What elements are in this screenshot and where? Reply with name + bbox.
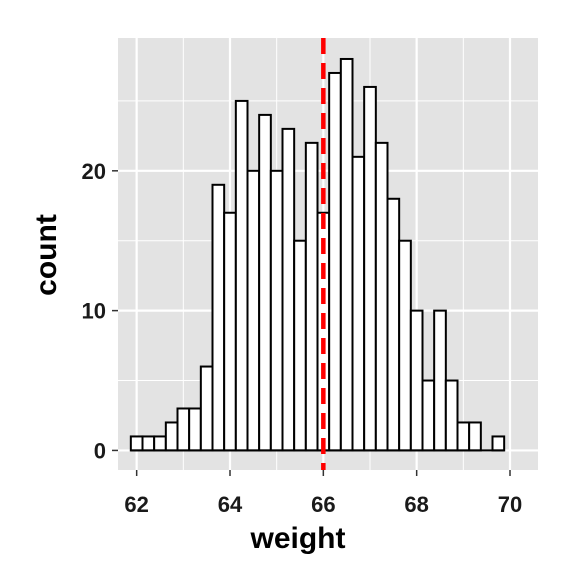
histogram-bar [164,421,179,452]
histogram-bar [304,141,319,452]
histogram-bar [234,99,249,452]
histogram-bar [421,379,436,452]
histogram-bar [258,113,272,452]
histogram-bar [211,183,226,452]
histogram-bar [491,435,506,452]
histogram-bar [281,127,296,452]
x-tick-label: 64 [218,492,243,517]
histogram-bar [188,407,202,452]
histogram-bar [409,309,424,452]
x-axis: 62 64 66 68 70 [124,470,522,517]
y-axis: 0 10 20 [82,159,118,463]
histogram-bar [444,379,459,452]
x-tick-label: 70 [498,492,522,517]
histogram-bar [176,407,191,452]
histogram-bar [363,85,377,452]
histogram-bar [246,169,261,452]
x-tick-label: 66 [311,492,335,517]
x-tick-label: 62 [124,492,148,517]
histogram-bar [328,71,342,452]
y-tick-label: 10 [82,299,106,324]
histogram-bar [199,365,214,452]
x-axis-title: weight [250,522,346,555]
histogram-bar [293,239,307,452]
histogram-bar [456,421,471,452]
histogram-bar [223,211,237,452]
histogram-bar [374,141,389,452]
histogram-bar [468,421,482,452]
histogram-bar [129,435,144,452]
histogram-bar [386,197,401,452]
x-tick-label: 68 [404,492,428,517]
histogram-bar [351,155,366,452]
y-tick-label: 20 [82,159,106,184]
histogram-bar [141,435,156,452]
histogram-bar [339,57,354,452]
histogram-bar [153,435,167,452]
histogram-bar [433,309,447,452]
histogram-bar [269,169,284,452]
y-axis-title: count [30,214,63,296]
y-tick-label: 0 [94,438,106,463]
histogram-bar [398,239,412,452]
